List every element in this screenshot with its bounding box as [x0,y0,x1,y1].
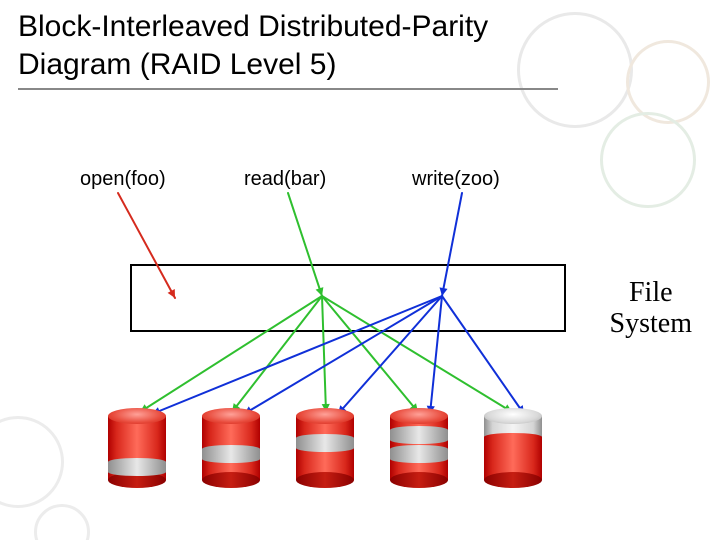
op-read-label: read(bar) [244,168,326,191]
file-system-label: File System [610,278,692,340]
disk-red-band [484,437,542,447]
fs-label-line-2: System [610,308,692,339]
op-write-label: write(zoo) [412,168,500,191]
title-line-2: Diagram (RAID Level 5) [18,48,336,81]
op-open-label: open(foo) [80,168,166,191]
disk-bottom [202,472,260,488]
disk-parity-stripe [390,430,448,440]
disk-4 [390,408,448,488]
disk-3 [296,408,354,488]
disk-parity-stripe [390,449,448,459]
disk-1 [108,408,166,488]
disk-parity-stripe [202,449,260,459]
title-line-1: Block-Interleaved Distributed-Parity [18,10,488,43]
deco-circle [0,416,64,508]
disk-top [202,408,260,424]
disk-top [108,408,166,424]
disk-parity-stripe [108,462,166,472]
disk-top [484,408,542,424]
disk-bottom [296,472,354,488]
deco-circle [517,12,633,128]
deco-circle [626,40,710,124]
page-title: Block-Interleaved Distributed-Parity Dia… [18,8,488,83]
disk-top [390,408,448,424]
deco-circle [34,504,90,540]
disk-2 [202,408,260,488]
fs-label-line-1: File [629,277,673,308]
disk-top [296,408,354,424]
deco-circle [600,112,696,208]
title-underline [18,88,558,90]
disk-bottom [390,472,448,488]
disk-5 [484,408,542,488]
disk-parity-stripe [296,438,354,448]
disk-bottom [484,472,542,488]
file-system-box [130,264,566,332]
